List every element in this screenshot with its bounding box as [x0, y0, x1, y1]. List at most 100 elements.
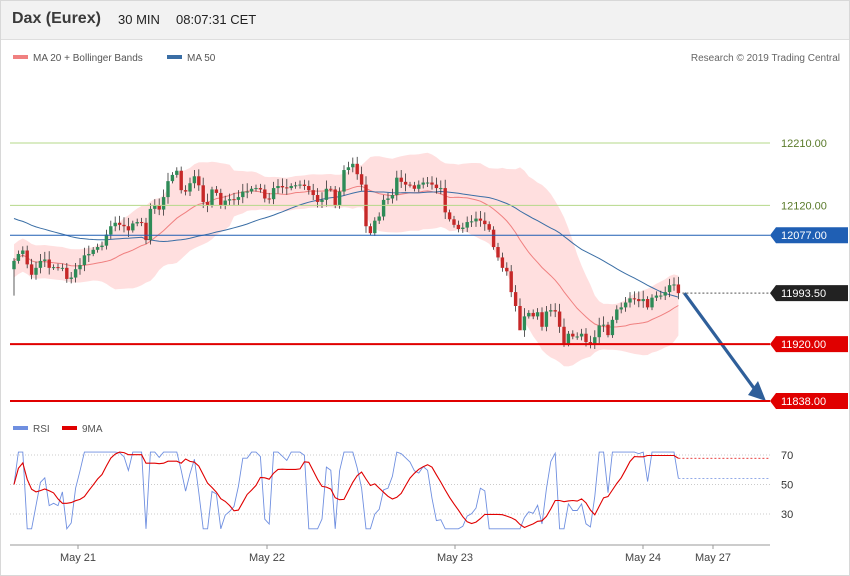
candle-body: [139, 222, 144, 224]
candle: [597, 317, 601, 344]
candle: [610, 316, 615, 338]
level-label: 11838.00: [781, 396, 826, 408]
candle-body: [65, 267, 69, 279]
candle-body: [254, 188, 258, 190]
level-tag-box: [770, 393, 848, 409]
candle: [47, 251, 51, 275]
candle-body: [320, 199, 324, 202]
candle-body: [535, 312, 540, 317]
candle-body: [615, 309, 619, 320]
candle: [254, 184, 258, 192]
candle-body: [373, 220, 377, 234]
level-tag-support: 11838.00: [770, 393, 848, 409]
candle: [179, 166, 183, 194]
candle-body: [447, 212, 452, 220]
candle: [113, 216, 117, 232]
candle: [650, 294, 654, 311]
candle-body: [307, 186, 311, 191]
candle: [126, 217, 131, 238]
candle: [588, 335, 593, 349]
candle: [139, 217, 144, 227]
x-tick-label: May 21: [60, 552, 96, 564]
candle-body: [456, 224, 461, 229]
candle-body: [645, 299, 650, 308]
candle-body: [192, 176, 197, 184]
candle-body: [223, 200, 227, 206]
candle: [381, 195, 386, 221]
candle: [122, 217, 126, 233]
candle: [109, 220, 113, 239]
candle: [157, 198, 161, 216]
price-levels: 12210.00 12120.00 12077.00 11993.50 11920.00…: [10, 135, 848, 409]
candle: [311, 183, 315, 201]
candle: [654, 291, 659, 301]
candle: [557, 303, 562, 333]
candle-body: [21, 250, 25, 254]
candle-body: [87, 253, 91, 256]
candle: [408, 181, 412, 188]
candle-body: [465, 222, 469, 228]
candle: [263, 184, 267, 203]
candle: [298, 180, 302, 189]
candle-body: [443, 188, 447, 213]
ma20-legend-swatch: [13, 55, 28, 59]
candle: [100, 241, 104, 251]
rsi-ma-line: [13, 451, 679, 529]
x-axis-ticks: May 21 May 22 May 23 May 24 May 27: [60, 545, 731, 564]
candle-body: [381, 199, 386, 217]
timeframe-label[interactable]: 30 MIN: [118, 12, 160, 27]
candle-body: [25, 250, 29, 265]
candle-body: [408, 184, 412, 186]
candle: [562, 318, 566, 347]
main-legend: MA 20 + Bollinger Bands MA 50 Research ©…: [13, 53, 840, 64]
candle-body: [113, 222, 117, 227]
candle-body: [241, 191, 245, 198]
candle: [280, 178, 285, 194]
candle: [60, 263, 65, 272]
candle: [606, 321, 610, 338]
candle: [12, 258, 16, 296]
candle: [395, 170, 399, 201]
candle: [170, 172, 175, 184]
candle: [487, 221, 491, 232]
candle: [667, 278, 672, 298]
candle-body: [91, 249, 95, 254]
candle-body: [452, 219, 456, 225]
candle: [553, 303, 557, 318]
candle: [659, 290, 663, 300]
x-tick-label: May 27: [695, 552, 731, 564]
copyright-label: Research © 2019 Trading Central: [691, 53, 840, 64]
candle: [232, 192, 236, 205]
candle-body: [351, 163, 355, 168]
candle-body: [659, 295, 663, 297]
level-label: 12210.00: [781, 138, 827, 150]
candle-body: [104, 234, 109, 246]
candle-body: [56, 267, 60, 269]
candle: [412, 181, 417, 192]
candle: [214, 186, 219, 196]
candle: [377, 212, 381, 225]
bollinger-band-area: [14, 152, 679, 367]
candle-body: [337, 191, 342, 206]
candle-body: [487, 224, 491, 230]
candle: [452, 215, 456, 228]
candle: [615, 305, 619, 324]
candle-body: [135, 222, 139, 224]
candle-body: [258, 188, 263, 190]
candle-body: [60, 267, 65, 269]
candle: [439, 180, 443, 195]
candle: [166, 172, 170, 204]
candle-body: [12, 260, 16, 270]
candle-body: [179, 170, 183, 191]
candle: [201, 177, 205, 209]
candle-body: [663, 292, 667, 296]
candle-body: [628, 298, 632, 303]
candle-body: [412, 185, 417, 189]
candle-body: [355, 163, 359, 175]
candle-body: [483, 220, 487, 225]
candle-body: [575, 336, 579, 338]
candle: [148, 203, 153, 245]
candle-body: [227, 199, 232, 201]
candle-body: [170, 174, 175, 182]
